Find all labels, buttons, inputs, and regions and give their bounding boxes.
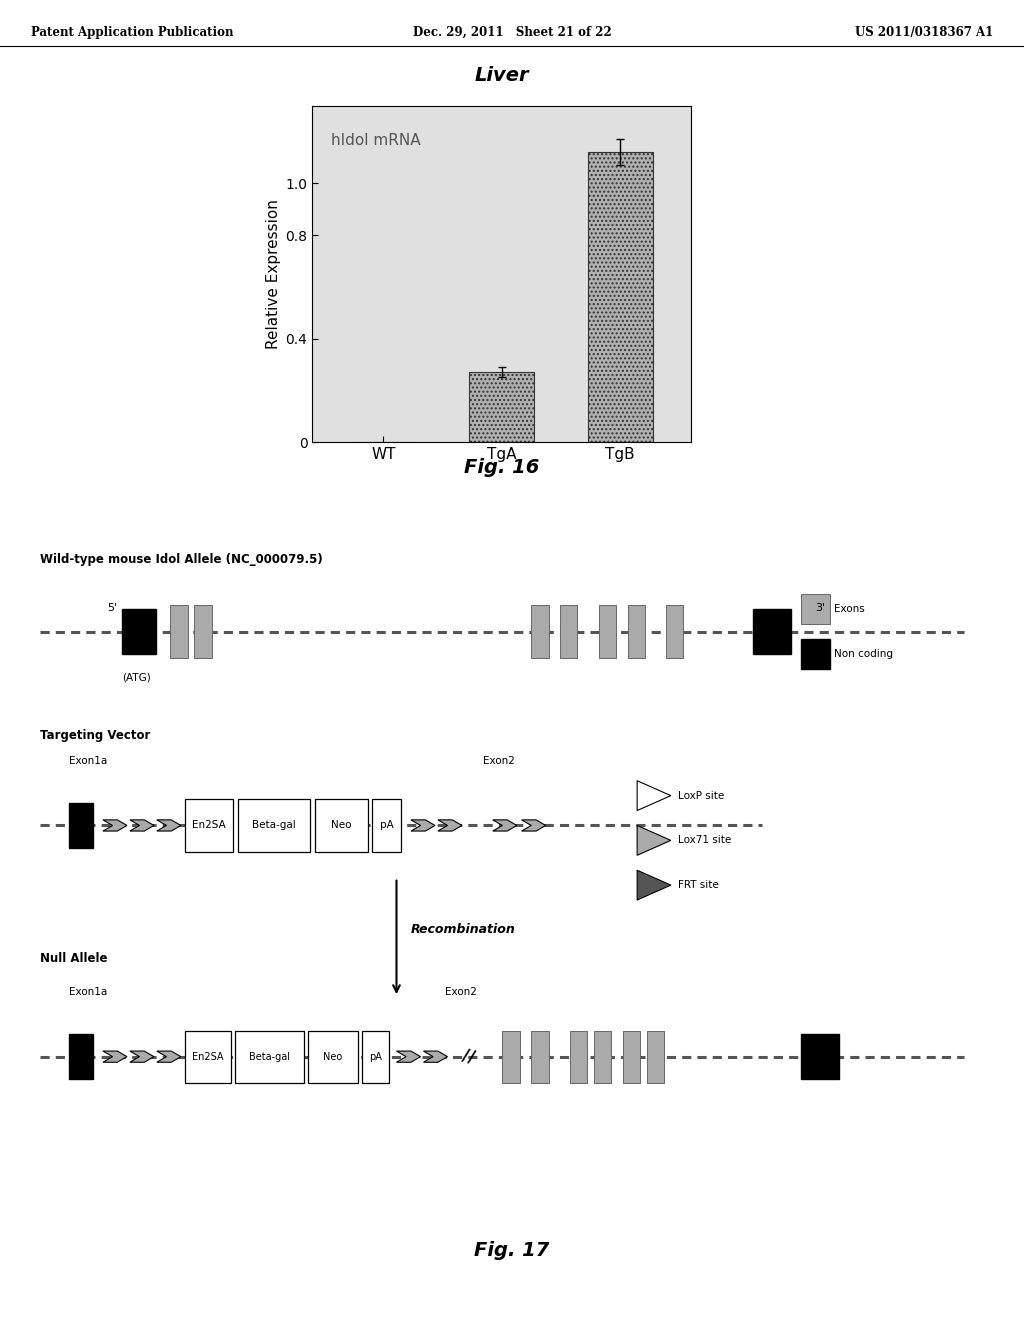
Bar	[70, 1035, 93, 1078]
Text: Dec. 29, 2011   Sheet 21 of 22: Dec. 29, 2011 Sheet 21 of 22	[413, 26, 611, 40]
Bar	[753, 609, 792, 653]
Bar	[531, 606, 549, 657]
Bar	[361, 1031, 389, 1082]
Bar	[801, 1035, 840, 1078]
Text: 5': 5'	[108, 603, 118, 612]
Text: Non coding: Non coding	[835, 649, 894, 659]
Text: Lox71 site: Lox71 site	[678, 836, 731, 845]
Text: Neo: Neo	[324, 1052, 343, 1061]
Polygon shape	[424, 1051, 447, 1063]
Text: Targeting Vector: Targeting Vector	[40, 729, 151, 742]
Bar	[314, 800, 368, 851]
Text: Recombination: Recombination	[411, 924, 516, 936]
Y-axis label: Relative Expression: Relative Expression	[266, 199, 282, 348]
Text: Beta-gal: Beta-gal	[249, 1052, 290, 1061]
Text: Patent Application Publication: Patent Application Publication	[31, 26, 233, 40]
Text: Liver: Liver	[474, 66, 529, 86]
Polygon shape	[411, 820, 435, 832]
Text: Exons: Exons	[835, 605, 865, 614]
Text: Exon2: Exon2	[483, 756, 515, 766]
Text: Neo: Neo	[331, 821, 351, 830]
Polygon shape	[637, 870, 671, 900]
Text: pA: pA	[369, 1052, 382, 1061]
Bar	[122, 609, 156, 653]
Text: pA: pA	[380, 821, 394, 830]
Text: En2SA: En2SA	[191, 821, 225, 830]
Bar	[373, 800, 401, 851]
Polygon shape	[493, 820, 517, 832]
Polygon shape	[637, 825, 671, 855]
Text: Beta-gal: Beta-gal	[252, 821, 296, 830]
Text: Exon2: Exon2	[444, 987, 476, 997]
Polygon shape	[102, 1051, 127, 1063]
Bar	[469, 372, 535, 442]
Text: Exon1a: Exon1a	[70, 987, 108, 997]
Text: Fig. 16: Fig. 16	[464, 458, 540, 478]
Text: FRT site: FRT site	[678, 880, 718, 890]
Bar	[503, 1031, 520, 1082]
Polygon shape	[102, 820, 127, 832]
Bar	[531, 1031, 549, 1082]
Polygon shape	[637, 780, 671, 810]
Text: Wild-type mouse Idol Allele (NC_000079.5): Wild-type mouse Idol Allele (NC_000079.5…	[40, 553, 324, 566]
Bar	[234, 1031, 304, 1082]
Bar	[647, 1031, 665, 1082]
Polygon shape	[521, 820, 546, 832]
Polygon shape	[130, 820, 154, 832]
Bar	[560, 606, 578, 657]
Bar	[308, 1031, 358, 1082]
Bar	[70, 803, 93, 847]
Text: 3': 3'	[815, 603, 825, 612]
Bar	[184, 1031, 231, 1082]
Polygon shape	[396, 1051, 421, 1063]
Bar	[588, 152, 652, 442]
Bar	[238, 800, 310, 851]
Text: hIdol mRNA: hIdol mRNA	[332, 132, 421, 148]
Text: US 2011/0318367 A1: US 2011/0318367 A1	[855, 26, 993, 40]
Polygon shape	[157, 820, 181, 832]
Bar	[801, 639, 829, 669]
Bar	[623, 1031, 640, 1082]
Polygon shape	[130, 1051, 154, 1063]
Bar	[628, 606, 645, 657]
Bar	[801, 594, 829, 624]
Text: (ATG): (ATG)	[122, 673, 151, 682]
Bar	[170, 606, 187, 657]
Bar	[594, 1031, 611, 1082]
Text: Null Allele: Null Allele	[40, 952, 108, 965]
Text: LoxP site: LoxP site	[678, 791, 724, 801]
Bar	[184, 800, 232, 851]
Text: Fig. 17: Fig. 17	[474, 1241, 550, 1261]
Bar	[569, 1031, 587, 1082]
Bar	[599, 606, 616, 657]
Text: //: //	[461, 1047, 477, 1067]
Polygon shape	[157, 1051, 181, 1063]
Bar	[195, 606, 212, 657]
Text: En2SA: En2SA	[193, 1052, 223, 1061]
Bar	[666, 606, 683, 657]
Polygon shape	[438, 820, 462, 832]
Text: Exon1a: Exon1a	[70, 756, 108, 766]
